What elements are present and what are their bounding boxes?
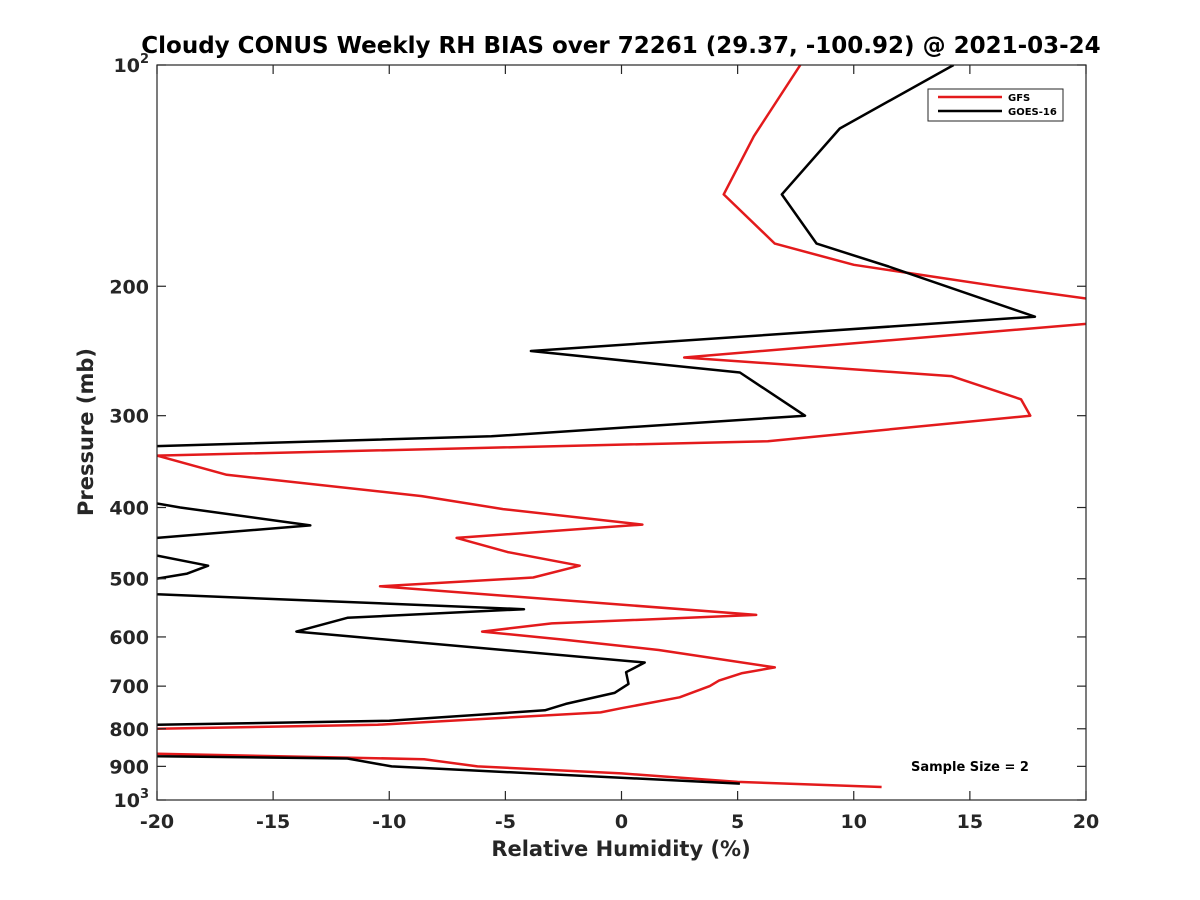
x-tick-label: 0	[615, 811, 628, 833]
plot-area: -20 -15 -10 -5 0 5 10 15 20 102 200 300 400 500 600 70…	[109, 52, 1099, 833]
y-axis-label: Pressure (mb)	[74, 348, 98, 516]
x-tick-label: 15	[957, 811, 983, 833]
x-tick-label: 10	[841, 811, 867, 833]
x-tick-label: 20	[1073, 811, 1099, 833]
x-tick-label: 5	[731, 811, 744, 833]
y-tick-label: 300	[109, 406, 149, 428]
y-tick-label: 103	[114, 787, 150, 812]
y-tick-label: 500	[109, 569, 149, 591]
legend-box	[927, 88, 1064, 122]
y-tick-label: 102	[114, 52, 150, 77]
x-tick-label: -20	[140, 811, 174, 833]
series-line-gfs	[157, 65, 1086, 789]
y-axis: 102 200 300 400 500 600 700 800 900 103	[109, 52, 1086, 812]
x-tick-label: -5	[495, 811, 516, 833]
x-tick-label: -10	[372, 811, 406, 833]
legend-label-goes16: GOES-16	[1008, 107, 1057, 118]
series-line-goes16	[157, 65, 1037, 785]
chart-title: Cloudy CONUS Weekly RH BIAS over 72261 (…	[141, 33, 1100, 59]
y-tick-label: 600	[109, 627, 149, 649]
y-tick-label: 400	[109, 498, 149, 520]
x-axis: -20 -15 -10 -5 0 5 10 15 20	[140, 65, 1099, 833]
y-tick-label: 700	[109, 676, 149, 698]
series-layer	[157, 65, 1086, 789]
legend-label-gfs: GFS	[1008, 93, 1030, 104]
sample-size-annotation: Sample Size = 2	[911, 760, 1029, 775]
y-tick-label: 900	[109, 756, 149, 778]
x-axis-label: Relative Humidity (%)	[491, 837, 750, 861]
legend: GFS GOES-16	[927, 88, 1064, 122]
y-tick-label: 800	[109, 719, 149, 741]
y-tick-label: 200	[109, 276, 149, 298]
x-tick-label: -15	[256, 811, 290, 833]
